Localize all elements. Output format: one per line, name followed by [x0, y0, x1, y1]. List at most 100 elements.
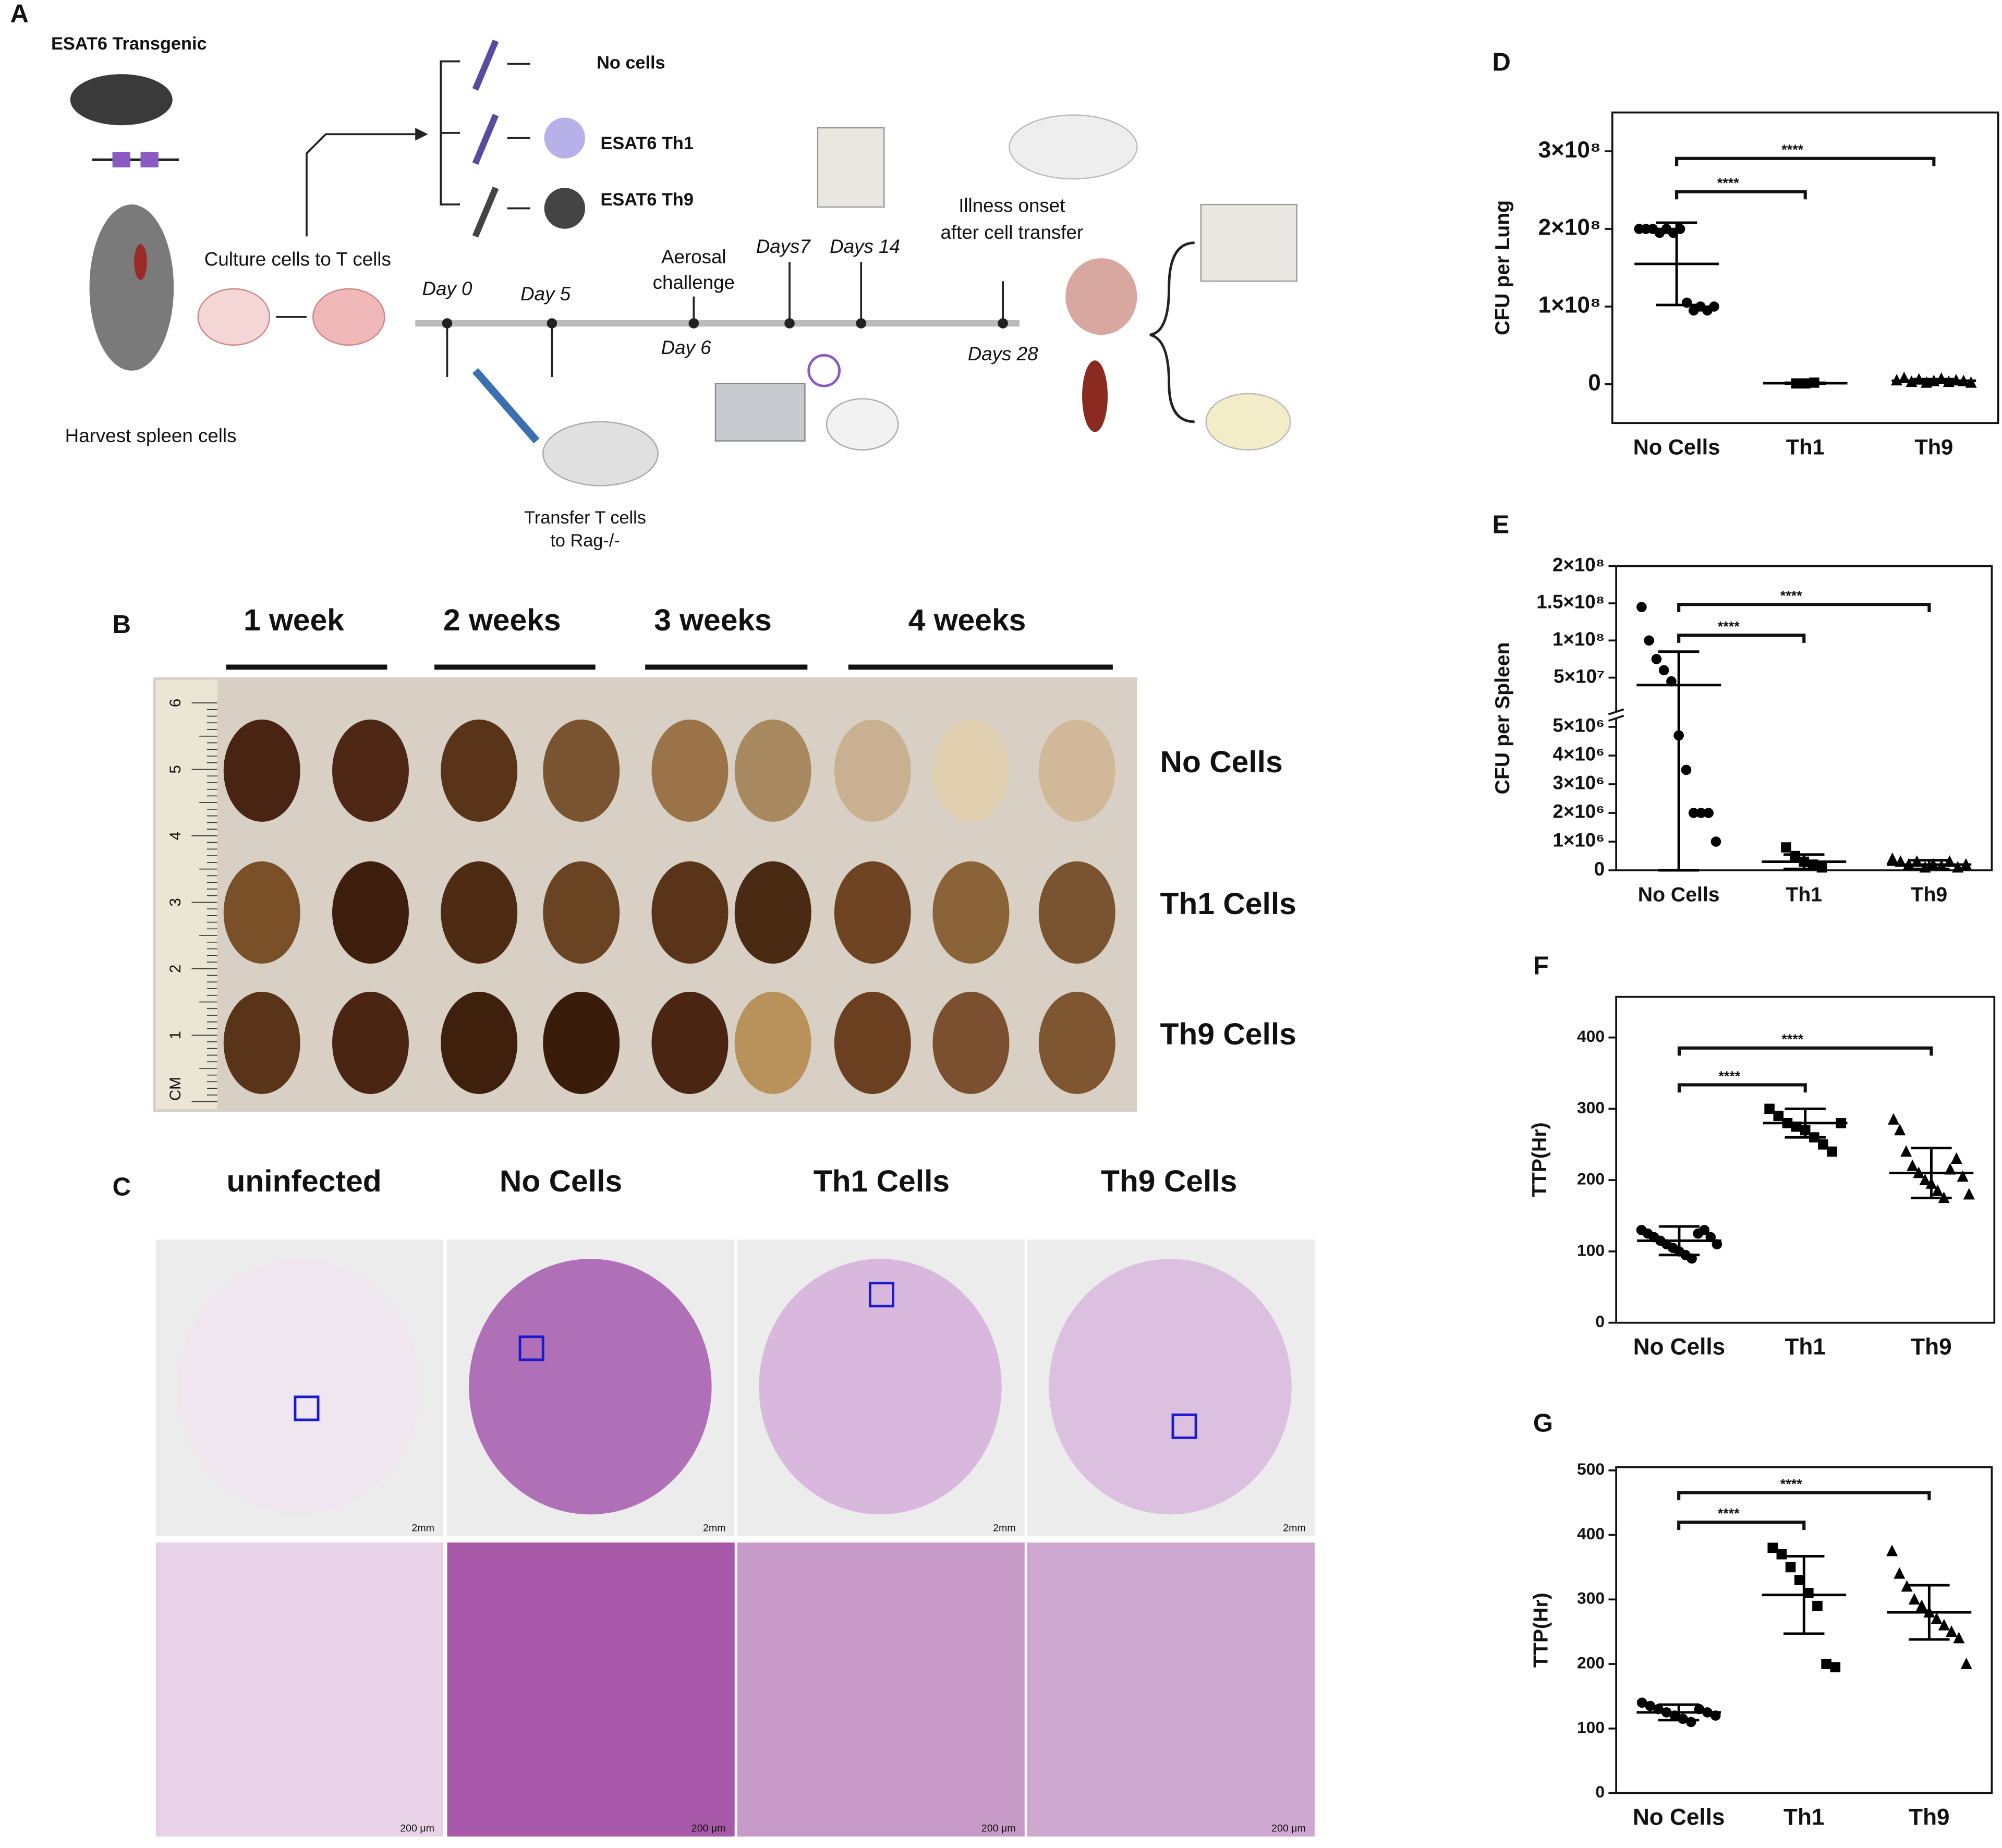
significance-label: ****: [1781, 1031, 1803, 1047]
day-label: Days7: [756, 236, 811, 257]
data-point: [1709, 301, 1719, 312]
timeline-dot: [442, 318, 453, 329]
data-point: [1938, 1619, 1950, 1631]
spleen: [734, 861, 811, 964]
scale-bar-label: 2mm: [703, 1522, 726, 1534]
data-point: [1785, 1562, 1796, 1573]
panel-label: A: [10, 0, 29, 28]
spleen: [834, 861, 911, 964]
plot-frame: [1615, 995, 1996, 1324]
x-tick-label: Th1: [1786, 883, 1822, 906]
spleen-icon: [1082, 360, 1108, 432]
histology-tile: [447, 1542, 735, 1837]
data-point: [1644, 635, 1654, 646]
significance-label: ****: [1780, 1476, 1802, 1492]
mouse-icon: [826, 398, 899, 451]
spleen: [332, 861, 409, 964]
spleen: [1038, 991, 1115, 1094]
column-header: Th1 Cells: [814, 1164, 950, 1198]
plot-frame: [1615, 565, 1993, 871]
column-header: 3 weeks: [654, 603, 772, 637]
lung-icon: [1065, 258, 1137, 335]
spleen: [543, 719, 620, 822]
spleen: [834, 719, 911, 822]
data-point: [1812, 1600, 1823, 1611]
roi-box: [518, 1335, 544, 1361]
instrument-icon: [1200, 203, 1297, 282]
data-point: [1965, 376, 1977, 388]
y-axis-label: TTP(Hr): [1528, 1122, 1551, 1197]
y-tick-label: 0: [1594, 858, 1605, 880]
y-tick-label: 5×10⁶: [1552, 715, 1605, 736]
roi-box: [294, 1395, 320, 1421]
column-header: No Cells: [500, 1164, 622, 1198]
significance-bracket: [1677, 1083, 1807, 1093]
ruler-unit: CM: [167, 1077, 184, 1101]
tissue-section: [469, 1259, 712, 1515]
spleen: [932, 861, 1010, 964]
day-label: Day 6: [661, 337, 712, 358]
spleen: [734, 991, 811, 1094]
ruler-number: 4: [167, 832, 184, 840]
spleen: [332, 719, 409, 822]
x-tick-label: Th9: [1914, 434, 1953, 459]
panel-c: C uninfected 2mm 200 μm No Cells 2mm 200 μm Th…: [113, 1164, 1315, 1837]
y-tick-label: 1×10⁶: [1552, 830, 1605, 851]
data-point: [1767, 1542, 1778, 1553]
y-axis-label: TTP(Hr): [1530, 1592, 1552, 1668]
charts: D CFU per Lung 0 1×10⁸ 2×10⁸ 3×10⁸ No Cells Th1…: [1491, 48, 1999, 1830]
data-point: [1703, 808, 1714, 818]
timeline-dot: [784, 318, 795, 329]
spleen: [441, 991, 518, 1094]
data-point: [1636, 602, 1647, 612]
panel-label: E: [1492, 511, 1509, 539]
scale-bar-label: 2mm: [1283, 1522, 1306, 1534]
y-axis-label: CFU per Lung: [1491, 200, 1514, 335]
data-point: [1658, 665, 1669, 676]
spleen: [1038, 861, 1115, 964]
data-point: [1901, 1580, 1913, 1592]
event-label: challenge: [653, 272, 735, 293]
cell-icon: [544, 117, 586, 159]
significance-label: ****: [1718, 1506, 1740, 1522]
roi-box: [868, 1282, 894, 1308]
significance-label: ****: [1718, 619, 1740, 635]
spleen: [651, 719, 729, 822]
y-tick-label: 2×10⁶: [1552, 801, 1605, 822]
data-point: [1963, 1188, 1975, 1200]
timeline-dot: [998, 318, 1008, 329]
step-label: to Rag-/-: [550, 531, 620, 551]
data-point: [1699, 1225, 1710, 1235]
column-header: 4 weeks: [908, 603, 1026, 637]
x-tick-label: Th1: [1786, 434, 1825, 459]
data-point: [1957, 1170, 1969, 1182]
y-tick-label: 200: [1577, 1653, 1605, 1672]
significance-bracket: [1675, 156, 1936, 166]
axis-break-mark: [1608, 708, 1624, 715]
dish-icon: [1205, 393, 1291, 451]
x-tick-label: Th9: [1909, 1804, 1949, 1830]
data-point: [1919, 1173, 1931, 1185]
data-point: [1908, 1593, 1920, 1605]
tissue-section: [759, 1259, 1002, 1515]
mouse-icon: [1009, 114, 1138, 180]
data-point: [1645, 1700, 1656, 1711]
data-point: [1818, 1139, 1828, 1150]
day-label: Day 5: [520, 283, 571, 305]
day-label: Day 0: [422, 278, 472, 299]
data-point: [1944, 1163, 1956, 1175]
data-point: [1696, 808, 1706, 818]
cell-icon: [544, 188, 586, 229]
group-label: ESAT6 Th1: [600, 133, 693, 153]
data-point: [1932, 1184, 1944, 1196]
y-tick-label: 100: [1577, 1718, 1605, 1736]
data-point: [1916, 1599, 1928, 1611]
histology-tile: [737, 1542, 1025, 1837]
x-tick-label: Th9: [1911, 1334, 1951, 1359]
spleen: [651, 991, 729, 1094]
data-point: [1790, 850, 1800, 861]
mouse-icon: [70, 74, 173, 126]
scale-bar-label: 200 μm: [1271, 1822, 1306, 1834]
